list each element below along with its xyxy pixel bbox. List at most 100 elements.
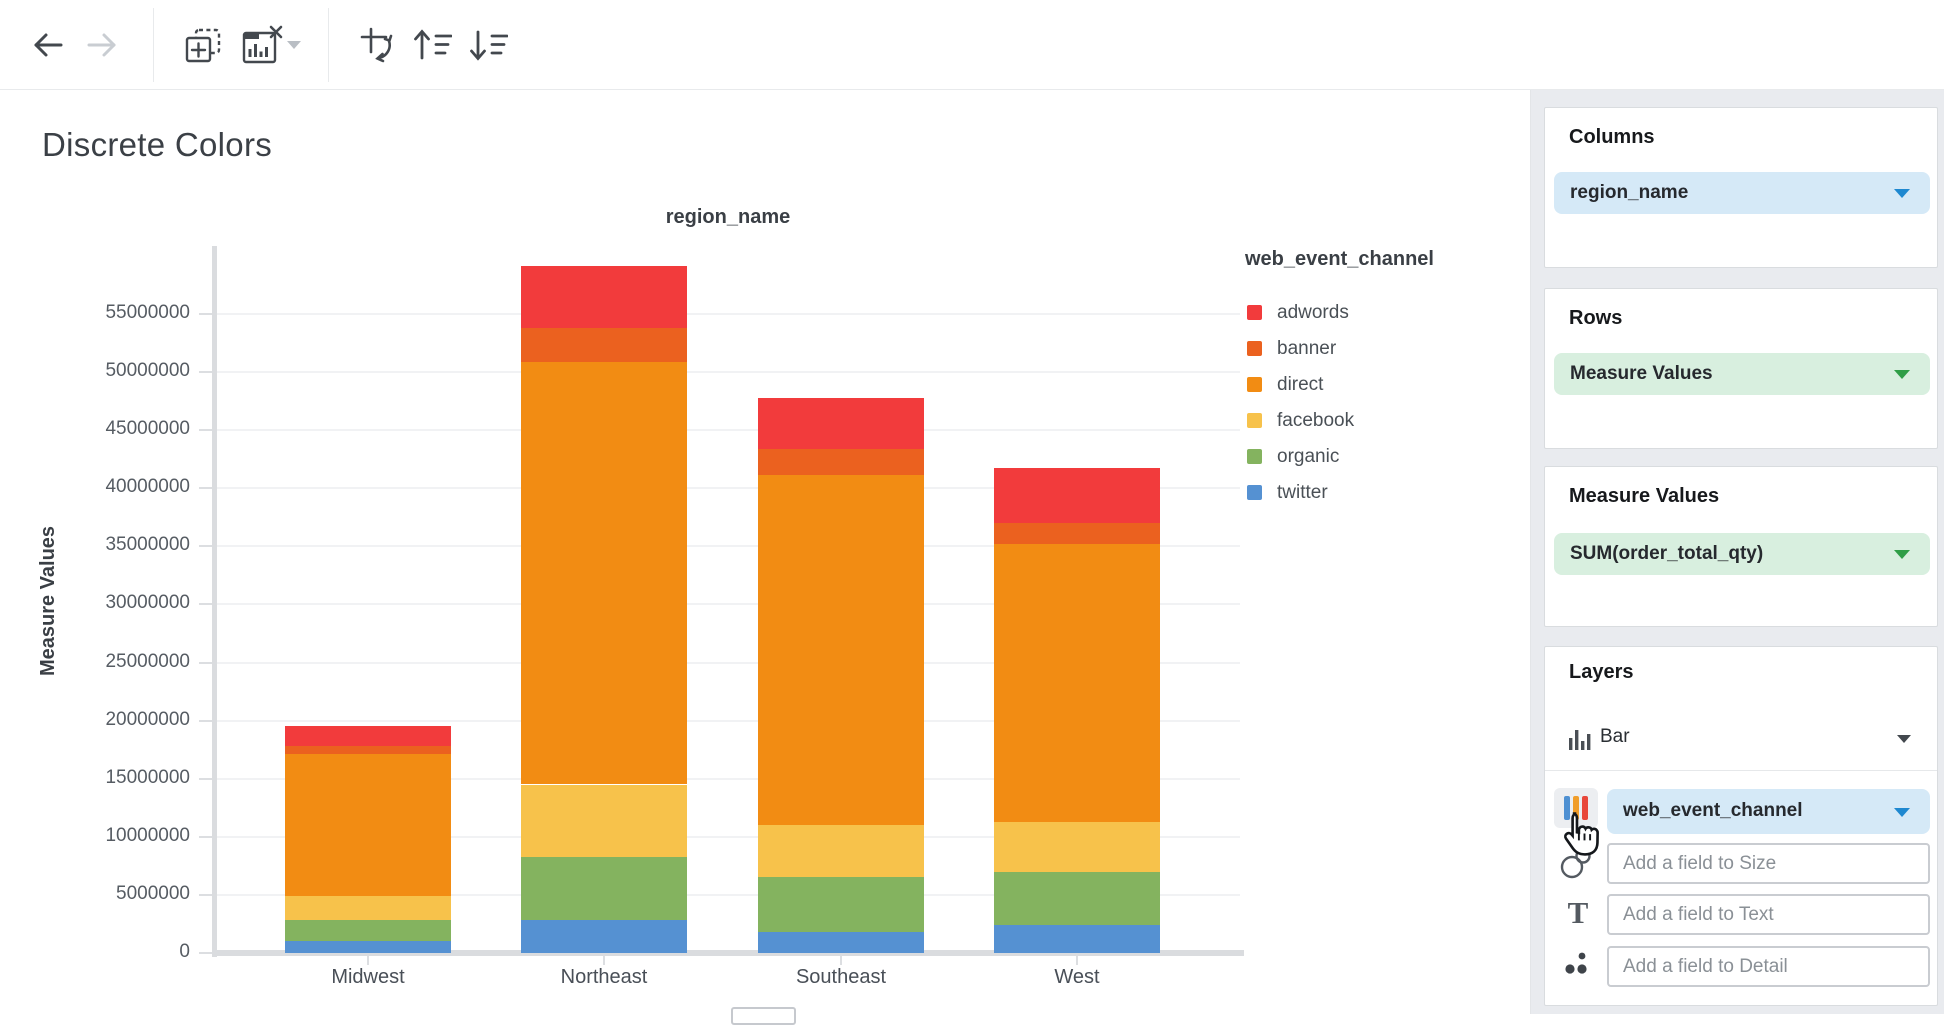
layer-type-label: Bar <box>1600 726 1630 747</box>
bar-segment-direct[interactable] <box>521 361 687 785</box>
bar-segment-adwords[interactable] <box>758 398 924 449</box>
columns-field-pill[interactable]: region_name <box>1554 172 1930 214</box>
legend-swatch-adwords <box>1247 305 1262 320</box>
gridline <box>217 312 1240 315</box>
swap-axes-icon[interactable] <box>356 0 400 90</box>
y-tick-label: 10000000 <box>105 824 190 846</box>
y-tick-label: 0 <box>179 941 190 962</box>
bar-segment-banner[interactable] <box>521 327 687 362</box>
measure-values-field-pill[interactable]: SUM(order_total_qty) <box>1554 533 1930 575</box>
gridline <box>217 893 1240 896</box>
bar-segment-twitter[interactable] <box>521 920 687 953</box>
x-axis-line <box>212 950 1244 956</box>
y-tick <box>199 371 212 373</box>
columns-shelf: Columns region_name <box>1544 107 1938 268</box>
bar-segment-twitter[interactable] <box>285 941 451 953</box>
bar-segment-twitter[interactable] <box>994 925 1160 953</box>
bar-segment-direct[interactable] <box>285 754 451 897</box>
legend-label: twitter <box>1277 482 1328 503</box>
y-tick-label: 5000000 <box>116 882 190 904</box>
bar-segment-adwords[interactable] <box>285 726 451 747</box>
divider <box>1545 770 1937 771</box>
size-field-input[interactable] <box>1607 843 1930 884</box>
chevron-down-icon <box>1897 735 1911 743</box>
gridline <box>217 603 1240 606</box>
color-field-pill[interactable]: web_event_channel <box>1607 789 1930 834</box>
gridline <box>217 429 1240 432</box>
dropdown-caret-icon[interactable] <box>283 0 305 90</box>
y-tick-label: 40000000 <box>105 476 190 498</box>
x-axis-title: region_name <box>665 206 791 228</box>
bar-segment-direct[interactable] <box>758 475 924 826</box>
y-tick <box>199 312 212 315</box>
y-tick-label: 35000000 <box>105 534 190 556</box>
layer-type-row[interactable]: Bar <box>1545 711 1937 769</box>
bar-segment-facebook[interactable] <box>285 896 451 921</box>
color-stripe-red <box>1582 796 1588 820</box>
layers-card: Layers Bar web_event_channel <box>1544 646 1938 1006</box>
y-tick-label: 45000000 <box>105 418 190 440</box>
bar-segment-organic[interactable] <box>285 920 451 942</box>
bar-segment-organic[interactable] <box>994 871 1160 926</box>
color-stripe-blue <box>1564 796 1570 820</box>
legend-label: banner <box>1277 338 1337 359</box>
bar-segment-twitter[interactable] <box>758 932 924 953</box>
bar-segment-organic[interactable] <box>521 856 687 921</box>
legend-swatch-organic <box>1247 449 1262 464</box>
legend-label: direct <box>1277 374 1324 395</box>
text-field-input[interactable] <box>1607 894 1930 935</box>
legend-label: facebook <box>1277 410 1355 431</box>
y-axis-line <box>212 246 217 957</box>
chart-canvas: Discrete Colors region_name Measure Valu… <box>0 90 1530 1025</box>
bar-segment-adwords[interactable] <box>521 266 687 328</box>
rows-field-pill[interactable]: Measure Values <box>1554 353 1930 395</box>
toolbar <box>0 0 1944 90</box>
bar-segment-banner[interactable] <box>994 523 1160 544</box>
add-chart-icon[interactable] <box>182 0 224 90</box>
x-category-label: West <box>1054 966 1100 988</box>
y-tick-label: 55000000 <box>105 301 190 323</box>
sort-descending-icon[interactable] <box>466 0 510 90</box>
legend-swatch-banner <box>1247 341 1262 356</box>
gridline <box>217 487 1240 490</box>
back-icon[interactable] <box>28 0 68 90</box>
x-tick <box>603 956 605 965</box>
bar-segment-facebook[interactable] <box>758 825 924 878</box>
layers-header: Layers <box>1569 661 1634 683</box>
rows-header: Rows <box>1569 307 1623 329</box>
gridline <box>217 545 1240 548</box>
forward-icon[interactable] <box>82 0 122 90</box>
gridline <box>217 777 1240 780</box>
toolbar-separator <box>328 8 329 82</box>
x-tick <box>367 956 369 965</box>
toolbar-separator <box>153 8 154 82</box>
color-field-label: web_event_channel <box>1623 800 1803 821</box>
bar-segment-adwords[interactable] <box>994 467 1160 524</box>
sort-ascending-icon[interactable] <box>410 0 454 90</box>
bar-layer-icon <box>1567 725 1593 753</box>
legend-label: organic <box>1277 446 1340 467</box>
gridline <box>217 371 1240 373</box>
page-title: Discrete Colors <box>42 126 273 163</box>
gridline <box>217 661 1240 664</box>
chevron-down-icon <box>1894 189 1910 198</box>
bar-segment-banner[interactable] <box>285 746 451 755</box>
detail-icon <box>1561 947 1591 979</box>
measure-values-header: Measure Values <box>1569 485 1720 507</box>
bar-segment-organic[interactable] <box>758 877 924 933</box>
legend-swatch-facebook <box>1247 413 1262 428</box>
y-tick <box>199 777 212 780</box>
y-tick <box>199 835 212 838</box>
clear-chart-icon[interactable] <box>240 0 284 90</box>
x-category-label: Midwest <box>331 966 405 988</box>
bar-segment-banner[interactable] <box>758 448 924 476</box>
shelf-panel: Columns region_name Rows Measure Values … <box>1530 90 1944 1014</box>
bar-segment-direct[interactable] <box>994 543 1160 822</box>
bar-segment-facebook[interactable] <box>521 784 687 857</box>
detail-field-input[interactable] <box>1607 946 1930 987</box>
y-tick <box>199 661 212 664</box>
color-icon[interactable] <box>1554 788 1598 828</box>
bar-segment-facebook[interactable] <box>994 821 1160 872</box>
legend-swatch-twitter <box>1247 485 1262 500</box>
cropped-bottom-widget <box>731 1007 796 1025</box>
